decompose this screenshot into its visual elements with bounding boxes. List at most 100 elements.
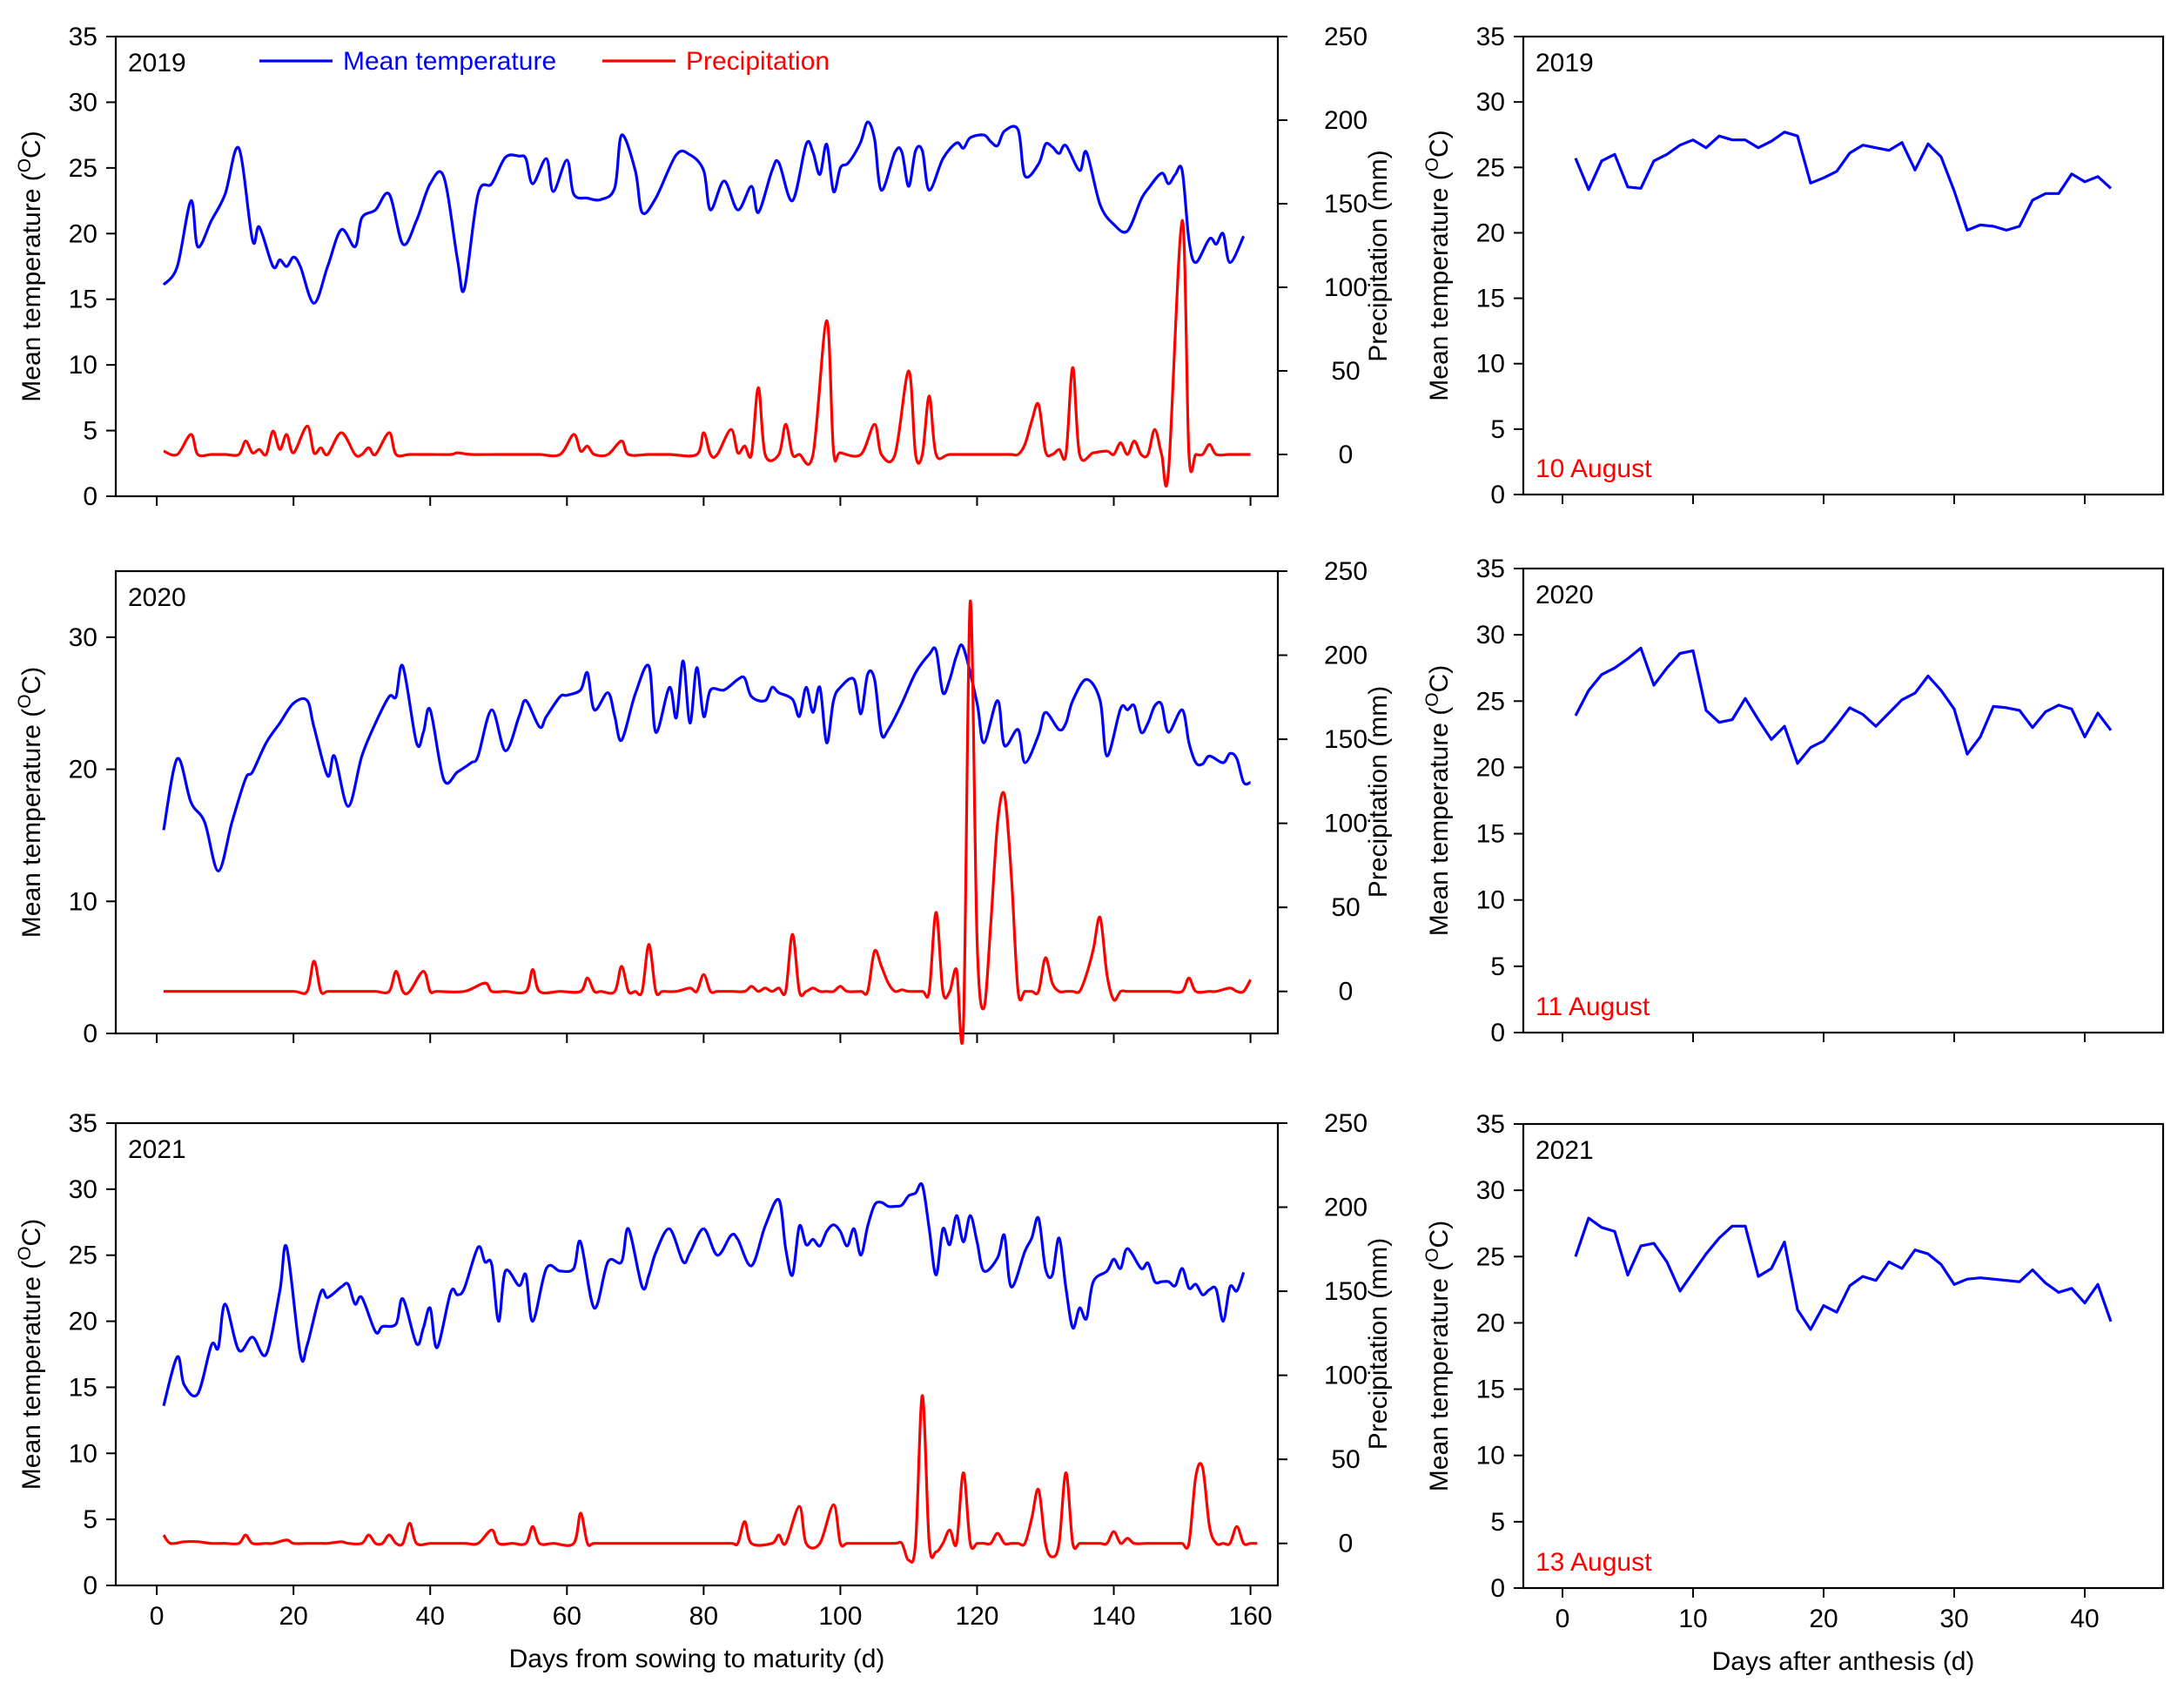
panel-year-label: 2020: [1536, 581, 1594, 609]
date-annotation: 11 August: [1536, 993, 1650, 1021]
y2-tick-label: 50: [1331, 1445, 1360, 1474]
y-tick-label: 20: [1476, 219, 1505, 247]
temperature-series-line: [1574, 646, 2113, 765]
y-tick-label: 5: [1490, 415, 1505, 444]
y-tick-label: 10: [69, 351, 97, 380]
x-axis-title: Days from sowing to maturity (d): [509, 1645, 885, 1673]
y-axis-title: Mean temperature (OC): [1422, 130, 1454, 400]
y-tick-label: 10: [69, 887, 97, 916]
y-tick-label: 15: [69, 286, 97, 314]
y-tick-label: 10: [69, 1439, 97, 1468]
legend: Mean temperature Precipitation: [259, 47, 830, 76]
y2-tick-label: 100: [1324, 273, 1368, 302]
y-tick-label: 25: [69, 1242, 97, 1270]
x-tick-label: 30: [1939, 1605, 1968, 1633]
y2-tick-label: 0: [1339, 441, 1354, 469]
y-tick-label: 20: [69, 756, 97, 784]
y-tick-label: 30: [69, 88, 97, 117]
panel-year-label: 2020: [128, 583, 186, 612]
y-tick-label: 15: [1476, 1376, 1505, 1404]
y-tick-label: 25: [1476, 687, 1505, 716]
panel-year-label: 2021: [1536, 1136, 1594, 1165]
y2-tick-label: 150: [1324, 725, 1368, 754]
plot-frame: [114, 35, 1280, 498]
y-axis-title: Mean temperature (OC): [1422, 1221, 1454, 1491]
chart-right-2020: 0 5 10 15 20 25 30 35 Mean temperature (OC) 2020 1…: [1422, 555, 2165, 1047]
y-tick-label: 35: [69, 1109, 97, 1138]
temperature-series-line: [1574, 1216, 2113, 1331]
plot-frame: [1522, 567, 2165, 1034]
y-tick-label: 0: [1490, 1019, 1505, 1047]
temperature-series-line: [1574, 131, 2113, 232]
plot-frame: [114, 1121, 1280, 1587]
y2-tick-label: 150: [1324, 190, 1368, 219]
temperature-series-line: [162, 1181, 1246, 1407]
y-tick-label: 30: [1476, 1176, 1505, 1205]
y2-tick-label: 250: [1324, 23, 1368, 51]
y2-tick-label: 200: [1324, 106, 1368, 135]
precipitation-series-line: [163, 600, 1253, 1045]
y2-tick-label: 0: [1339, 978, 1354, 1006]
y-tick-label: 5: [83, 1505, 97, 1534]
y-tick-label: 30: [1476, 621, 1505, 649]
x-tick-label: 80: [689, 1602, 718, 1631]
y-tick-label: 30: [69, 623, 97, 652]
x-tick-label: 0: [150, 1602, 165, 1631]
y-tick-label: 20: [69, 219, 97, 248]
x-tick-label: 60: [553, 1602, 581, 1631]
temperature-series-line: [162, 120, 1246, 305]
plot-frame: [114, 569, 1280, 1035]
x-tick-label: 40: [416, 1602, 445, 1631]
y-axis-title: Mean temperature (OC): [15, 131, 46, 401]
x-tick-label: 160: [1229, 1602, 1273, 1631]
y-tick-label: 20: [1476, 753, 1505, 782]
y2-tick-label: 0: [1339, 1530, 1354, 1558]
x-tick-label: 10: [1678, 1605, 1707, 1633]
y-tick-label: 0: [83, 482, 97, 511]
plot-frame: [1522, 35, 2165, 496]
plot-frame: [1522, 1122, 2165, 1590]
y-tick-label: 5: [1490, 1508, 1505, 1537]
y-tick-label: 35: [1476, 23, 1505, 51]
x-tick-label: 120: [955, 1602, 998, 1631]
y-tick-label: 10: [1476, 350, 1505, 379]
y-tick-label: 5: [1490, 952, 1505, 981]
y2-tick-label: 50: [1331, 357, 1360, 386]
date-annotation: 10 August: [1536, 454, 1652, 483]
y-tick-label: 20: [69, 1308, 97, 1336]
precipitation-series-line: [162, 1394, 1258, 1564]
chart-left-2020: 0 10 20 30 0 50 100 150 200 250 Precipitation (mm)…: [15, 557, 1393, 1048]
date-annotation: 13 August: [1536, 1548, 1652, 1577]
y-tick-label: 0: [83, 1571, 97, 1600]
x-tick-label: 140: [1092, 1602, 1135, 1631]
y2-tick-label: 250: [1324, 557, 1368, 586]
y-tick-label: 15: [1476, 285, 1505, 313]
y-tick-label: 15: [1476, 820, 1505, 849]
y2-tick-label: 50: [1331, 893, 1360, 922]
x-tick-label: 100: [818, 1602, 862, 1631]
y2-tick-label: 150: [1324, 1277, 1368, 1306]
y-axis-title: Mean temperature (OC): [1422, 665, 1454, 936]
precipitation-series-line: [163, 219, 1251, 488]
x-tick-label: 20: [1809, 1605, 1838, 1633]
temperature-series-line: [162, 643, 1252, 872]
x-axis-title: Days after anthesis (d): [1712, 1647, 1975, 1676]
y-tick-label: 0: [1490, 1574, 1505, 1603]
y-tick-label: 10: [1476, 1442, 1505, 1471]
panel-year-label: 2019: [128, 49, 186, 77]
chart-right-2019: 0 5 10 15 20 25 30 35 Mean temperature (OC) 2019 1…: [1422, 23, 2165, 509]
y2-tick-label: 100: [1324, 810, 1368, 838]
y2-tick-label: 250: [1324, 1109, 1368, 1138]
y-tick-label: 0: [1490, 481, 1505, 509]
y-tick-label: 25: [69, 154, 97, 183]
x-tick-label: 20: [279, 1602, 307, 1631]
legend-temperature-label: Mean temperature: [343, 47, 556, 76]
y-axis-title: Mean temperature (OC): [15, 1219, 46, 1490]
y2-tick-label: 200: [1324, 1194, 1368, 1222]
chart-left-2019: 0 5 10 15 20 25 30 35 0 50 100 150 200 250 Precipitati…: [15, 23, 1393, 511]
y-tick-label: 15: [69, 1373, 97, 1402]
panel-year-label: 2019: [1536, 49, 1594, 77]
y-tick-label: 35: [69, 23, 97, 51]
y2-axis-title: Precipitation (mm): [1364, 150, 1393, 361]
